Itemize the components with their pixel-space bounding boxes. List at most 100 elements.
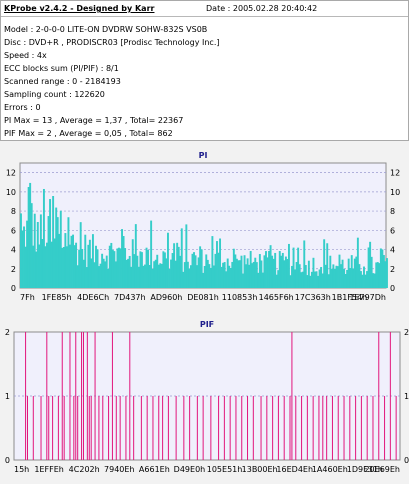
y-tick-label-left: 2 bbox=[11, 265, 16, 274]
y-tick-label-right: 10 bbox=[390, 188, 400, 197]
y-tick-label-left: 0 bbox=[5, 456, 10, 465]
x-tick-label: DE081h bbox=[187, 293, 219, 302]
pi-bar bbox=[275, 274, 278, 288]
y-tick-label-left: 0 bbox=[11, 284, 16, 293]
pi-bar bbox=[142, 265, 145, 288]
pi-bar bbox=[317, 275, 320, 288]
pi-bar bbox=[49, 199, 52, 288]
pi-bar bbox=[266, 257, 269, 288]
pi-bar bbox=[355, 256, 358, 288]
pi-bar bbox=[237, 260, 240, 288]
x-tick-label: 1E797Dh bbox=[349, 293, 386, 302]
y-tick-label-left: 8 bbox=[11, 207, 16, 216]
pi-bar bbox=[128, 255, 131, 288]
pi-bar bbox=[30, 203, 33, 288]
pi-bar bbox=[72, 234, 74, 288]
pi-bar bbox=[69, 244, 71, 288]
pi-bar bbox=[265, 251, 267, 288]
pi-bar bbox=[75, 242, 78, 288]
pi-bar bbox=[186, 261, 189, 288]
pi-bar bbox=[278, 251, 281, 288]
x-tick-label: 7940Eh bbox=[104, 465, 134, 474]
pi-bar bbox=[174, 260, 177, 288]
info-pif-stats: PIF Max = 2 , Average = 0,05 , Total= 86… bbox=[4, 129, 173, 138]
pi-bar bbox=[98, 266, 101, 288]
pi-bar bbox=[226, 258, 229, 288]
x-tick-label: 1FE85h bbox=[42, 293, 72, 302]
pi-bar bbox=[102, 258, 105, 288]
pi-bar bbox=[157, 264, 160, 288]
pi-bar bbox=[62, 246, 65, 288]
pi-bar bbox=[137, 266, 140, 288]
pi-bar bbox=[78, 249, 81, 288]
pi-bar bbox=[26, 220, 29, 288]
pi-bar bbox=[315, 271, 318, 288]
pi-bar bbox=[55, 207, 58, 288]
x-tick-label: 20E69Eh bbox=[364, 465, 400, 474]
pi-bar bbox=[38, 244, 41, 288]
x-tick-label: 7D437h bbox=[114, 293, 146, 302]
pi-bar bbox=[59, 210, 62, 288]
pi-bar bbox=[294, 269, 297, 288]
pi-bar bbox=[245, 264, 248, 288]
pi-bar bbox=[64, 233, 67, 288]
pi-bar bbox=[352, 268, 355, 288]
pi-bar bbox=[52, 196, 55, 288]
pi-bar bbox=[349, 268, 352, 288]
pi-bar bbox=[134, 224, 137, 288]
pi-bar bbox=[324, 264, 327, 288]
pi-bar bbox=[108, 245, 111, 288]
pi-bar bbox=[232, 248, 235, 288]
pi-bar bbox=[53, 238, 56, 288]
pi-bar bbox=[177, 246, 180, 288]
pi-bar bbox=[36, 221, 39, 288]
pi-bar bbox=[144, 264, 146, 288]
pi-bar bbox=[110, 242, 113, 288]
header-divider bbox=[1, 16, 408, 17]
y-tick-label-right: 4 bbox=[390, 246, 395, 255]
pi-bar bbox=[369, 241, 372, 288]
pi-bar bbox=[333, 268, 336, 288]
pi-bar bbox=[295, 261, 298, 288]
pi-bar bbox=[65, 246, 68, 288]
info-errors: Errors : 0 bbox=[4, 103, 41, 112]
pi-bar bbox=[194, 255, 197, 288]
pi-area-series bbox=[20, 182, 388, 288]
pi-bar bbox=[286, 259, 289, 288]
pi-bar bbox=[359, 271, 362, 288]
pi-bar bbox=[88, 239, 91, 288]
x-tick-label: 13B00Eh bbox=[242, 465, 278, 474]
pi-bar bbox=[151, 268, 154, 288]
y-tick-label-right: 6 bbox=[390, 226, 395, 235]
pi-bar bbox=[263, 255, 266, 288]
pi-bar bbox=[50, 241, 53, 288]
pi-bar bbox=[139, 251, 142, 288]
chart-title: PIF bbox=[200, 320, 214, 329]
pi-bar bbox=[222, 262, 225, 288]
pi-bar bbox=[216, 241, 218, 288]
pi-bar bbox=[91, 234, 94, 288]
pi-bar bbox=[381, 249, 384, 288]
x-tick-label: 1B1F54h bbox=[332, 293, 368, 302]
pi-bar bbox=[183, 262, 186, 288]
x-tick-label: 17C363h bbox=[295, 293, 331, 302]
pi-bar bbox=[298, 264, 301, 288]
pi-bar bbox=[235, 258, 238, 288]
pi-bar bbox=[373, 273, 376, 288]
pi-bar bbox=[246, 258, 249, 288]
pi-bar bbox=[140, 252, 143, 288]
pi-bar bbox=[189, 265, 192, 288]
pi-bar bbox=[353, 258, 356, 288]
pi-bar bbox=[314, 271, 316, 288]
scan-date: Date : 2005.02.28 20:40:42 bbox=[206, 4, 318, 13]
pi-bar bbox=[231, 261, 234, 288]
y-tick-label-left: 2 bbox=[5, 328, 10, 337]
pi-bar bbox=[24, 246, 27, 288]
pi-bar bbox=[297, 247, 300, 288]
pi-bar bbox=[84, 234, 87, 288]
y-tick-label-right: 2 bbox=[404, 328, 409, 337]
pi-bar bbox=[196, 265, 199, 288]
pi-bar bbox=[130, 266, 133, 288]
pi-bar bbox=[167, 232, 169, 288]
x-tick-label: 7Fh bbox=[20, 293, 35, 302]
